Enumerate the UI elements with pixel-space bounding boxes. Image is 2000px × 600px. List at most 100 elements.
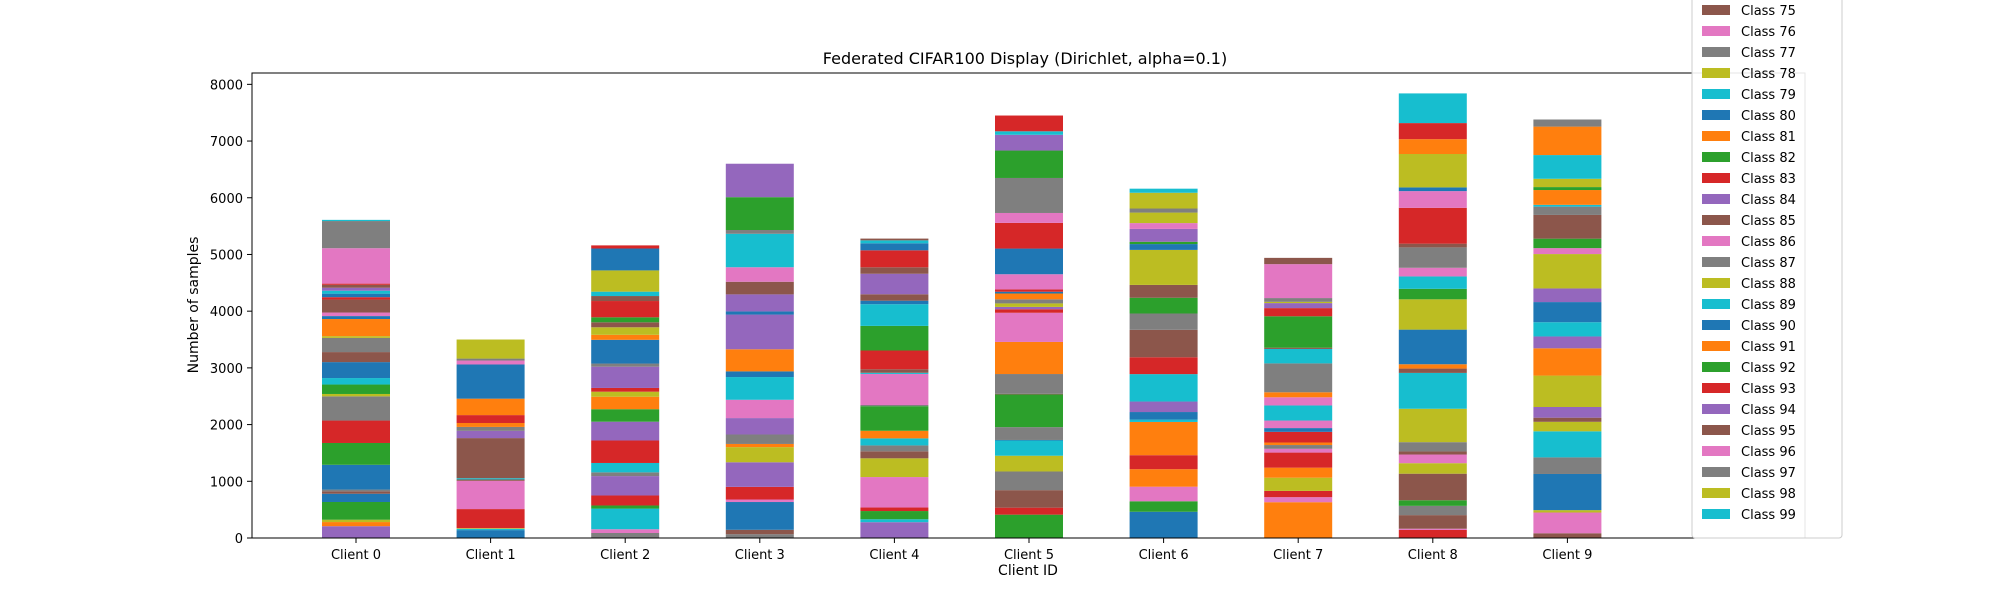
legend-label: Class 87 — [1741, 256, 1796, 271]
bar-segment — [725, 462, 794, 487]
bar-segment — [1533, 204, 1602, 207]
bar-segment — [725, 267, 794, 282]
bar-segment — [1129, 374, 1198, 402]
bar-segment — [995, 393, 1063, 395]
bar-segment — [591, 508, 660, 530]
bar-segment — [591, 366, 660, 388]
bar-segment — [1264, 502, 1333, 538]
bar-segment — [456, 426, 525, 431]
bar-segment — [725, 399, 794, 419]
bar-segment — [591, 334, 660, 340]
bar-segment — [860, 250, 929, 268]
x-tick-label: Client 1 — [466, 548, 516, 563]
legend-label: Class 90 — [1741, 319, 1796, 334]
legend-label: Class 86 — [1741, 235, 1796, 250]
legend-label: Class 80 — [1741, 109, 1796, 124]
bar-segment — [860, 430, 929, 439]
bar-segment — [591, 363, 660, 367]
bar-segment — [995, 150, 1063, 178]
bar-segment — [456, 480, 525, 510]
bar-segment — [1533, 348, 1602, 376]
x-tick-label: Client 3 — [735, 548, 785, 563]
legend-swatch — [1702, 5, 1730, 15]
bar-segment — [456, 528, 525, 531]
bar-segment — [860, 372, 929, 374]
bar-segment — [860, 507, 929, 512]
bar-segment — [725, 197, 794, 230]
bar-segment — [995, 289, 1063, 292]
bar-segment — [322, 519, 390, 523]
bar-segment — [591, 505, 660, 509]
bar-segment — [995, 222, 1063, 249]
bar-segment — [995, 312, 1063, 342]
bar-segment — [591, 327, 660, 335]
bar-segment — [1398, 372, 1467, 409]
bar-segment — [995, 341, 1063, 375]
bar-segment — [860, 369, 929, 373]
bar-segment — [322, 337, 390, 353]
bar-segment — [322, 284, 390, 288]
x-tick-label: Client 5 — [1004, 548, 1054, 563]
bar-segment — [1129, 501, 1198, 512]
bar-segment — [591, 322, 660, 328]
legend: Class 75 Class 76 Class 77 Class 78 Class 79… — [1691, 0, 1843, 539]
legend-swatch — [1702, 152, 1730, 162]
bar-segment — [591, 495, 660, 506]
bar-segment — [725, 314, 794, 350]
legend-swatch — [1702, 131, 1730, 141]
bar-segment — [725, 294, 794, 312]
bar-segment — [1533, 126, 1602, 156]
bar-segment — [1129, 212, 1198, 224]
bar-segment — [1398, 454, 1467, 464]
bar-segment — [322, 362, 390, 379]
bar-segment — [1398, 123, 1467, 140]
bar-segment — [1129, 208, 1198, 213]
bar-segment — [322, 352, 390, 363]
legend-label: Class 77 — [1741, 46, 1796, 61]
y-tick-label: 2000 — [210, 419, 243, 434]
bar-segment — [322, 396, 390, 421]
bar-segment — [322, 491, 390, 494]
x-tick-label: Client 9 — [1542, 548, 1592, 563]
y-tick-label: 7000 — [210, 135, 243, 150]
bar-segment — [1129, 421, 1198, 456]
bar-segment — [591, 339, 660, 364]
bar-segment — [1264, 477, 1333, 491]
bar-segment — [322, 221, 390, 249]
bar-segment — [1398, 463, 1467, 474]
bar-segment — [1398, 187, 1467, 192]
x-tick-label: Client 8 — [1408, 548, 1458, 563]
bar-segment — [322, 290, 390, 294]
bar-segment — [1129, 188, 1198, 193]
legend-label: Class 89 — [1741, 298, 1796, 313]
bar-segment — [1398, 243, 1467, 248]
bar-segment — [995, 131, 1063, 135]
bar-segment — [995, 248, 1063, 275]
bar-segment — [322, 526, 390, 538]
legend-swatch — [1702, 89, 1730, 99]
legend-swatch — [1702, 26, 1730, 36]
bar-segment — [456, 509, 525, 529]
bar-segment — [322, 502, 390, 520]
bar-segment — [725, 534, 794, 538]
bar-segment — [1129, 244, 1198, 250]
bar-segment — [1533, 417, 1602, 422]
bar-segment — [1398, 515, 1467, 529]
bar-segment — [725, 499, 794, 503]
y-axis-label: Number of samples — [186, 237, 202, 374]
bar-segment — [322, 442, 390, 465]
bar-segment — [1398, 288, 1467, 300]
x-axis-ticks: Client 0 Client 1 Client 2 Client 3 Client 4… — [331, 538, 1592, 563]
bar-segment — [1264, 298, 1333, 302]
bar-segment — [995, 309, 1063, 313]
bar-segment — [591, 245, 660, 249]
legend-label: Class 81 — [1741, 130, 1796, 145]
legend-swatch — [1702, 362, 1730, 372]
bar-segment — [1129, 297, 1198, 314]
bar-segment — [860, 325, 929, 351]
bar-segment — [1533, 322, 1602, 337]
bar-segment — [322, 299, 390, 313]
bar-segment — [591, 533, 660, 538]
bar-segment — [1533, 288, 1602, 303]
bar-segment — [591, 291, 660, 297]
